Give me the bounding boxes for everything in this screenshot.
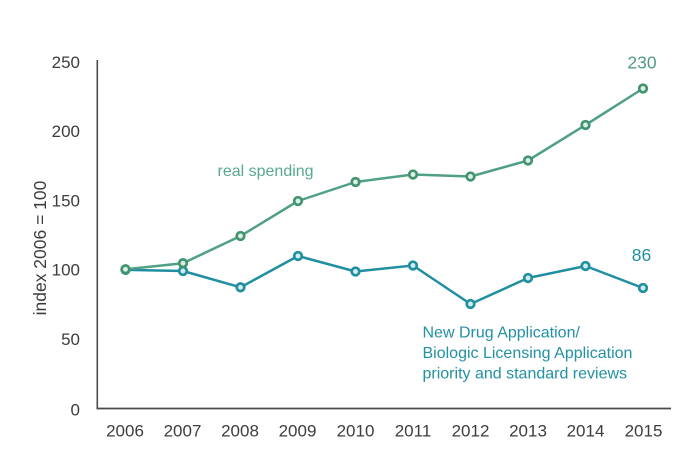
svg-text:0: 0 (71, 401, 80, 420)
svg-text:index 2006 = 100: index 2006 = 100 (30, 180, 50, 315)
svg-text:2011: 2011 (395, 422, 432, 441)
svg-text:2006: 2006 (106, 422, 144, 441)
svg-text:2008: 2008 (221, 422, 259, 441)
svg-text:2012: 2012 (452, 422, 490, 441)
svg-text:2007: 2007 (164, 422, 202, 441)
svg-text:Biologic Licensing Application: Biologic Licensing Application (423, 345, 633, 362)
svg-text:86: 86 (632, 245, 651, 265)
svg-text:2015: 2015 (625, 422, 663, 441)
svg-text:2013: 2013 (509, 422, 547, 441)
svg-text:200: 200 (52, 122, 80, 141)
svg-text:150: 150 (52, 192, 80, 211)
svg-text:50: 50 (61, 330, 80, 349)
svg-text:New Drug Application/: New Drug Application/ (423, 325, 581, 342)
svg-text:2014: 2014 (567, 422, 605, 441)
svg-text:250: 250 (52, 53, 80, 72)
svg-text:real spending: real spending (218, 163, 314, 180)
svg-text:2009: 2009 (279, 422, 317, 441)
svg-text:2010: 2010 (337, 422, 375, 441)
svg-text:priority and standard reviews: priority and standard reviews (423, 366, 628, 383)
svg-text:100: 100 (52, 261, 80, 280)
svg-text:230: 230 (627, 52, 656, 72)
